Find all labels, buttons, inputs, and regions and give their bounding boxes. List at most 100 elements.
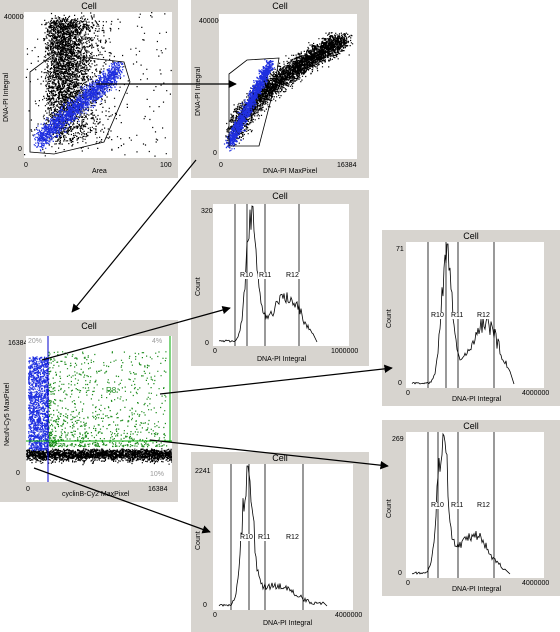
region-label-r12: R12	[285, 534, 300, 541]
y-axis-label: NeuN-Cy5 MaxPixel	[4, 382, 11, 446]
panel-title: Cell	[272, 453, 288, 463]
region-label-r10: R10	[239, 534, 254, 541]
histogram-trace	[411, 432, 511, 578]
histogram-plot[interactable]: R10 R11 R12	[213, 204, 349, 346]
arrow-p2-to-p3	[71, 159, 197, 313]
y-tick-bottom: 0	[16, 470, 20, 477]
scatter-plot-maxpixel[interactable]	[219, 14, 357, 159]
panel-title: Cell	[81, 321, 97, 331]
y-tick-bottom: 0	[213, 150, 217, 157]
y-axis-label: Count	[195, 531, 202, 550]
region-label-r12: R12	[476, 502, 491, 509]
scatter-dots	[26, 336, 172, 482]
percent-top-right: 4%	[152, 338, 163, 345]
histogram-panel-2[interactable]: Cell Count 71 0 R10 R11 R12 0 DNA-PI Int…	[382, 230, 560, 406]
black-events	[225, 32, 354, 149]
y-axis-label: Count	[386, 309, 393, 328]
x-tick-right: 1000000	[331, 348, 359, 355]
green-events	[48, 351, 168, 448]
y-tick-bottom: 0	[398, 570, 402, 577]
x-tick-left: 0	[26, 486, 30, 493]
x-tick-left: 0	[219, 162, 223, 169]
x-axis-label: DNA-PI Integral	[452, 396, 502, 403]
scatter-dots	[223, 32, 354, 152]
x-tick-left: 0	[213, 348, 217, 355]
scatter-panel-maxpixel[interactable]: Cell DNA-PI Integral 4000000 0 0 DNA-PI …	[191, 0, 369, 178]
scatter-panel-area[interactable]: Cell DNA-PI Integral 4000000 0 0 Area 10…	[0, 0, 178, 178]
y-tick-top: 4000000	[4, 14, 32, 21]
region-label-r11: R11	[257, 534, 272, 541]
y-tick-top: 269	[392, 436, 404, 443]
x-tick-right: 100	[160, 162, 172, 169]
panel-title: Cell	[272, 191, 288, 201]
region-label-r10: R10	[239, 272, 254, 279]
scatter-dots	[24, 12, 172, 158]
panel-title: Cell	[272, 1, 288, 11]
histogram-trace	[411, 242, 515, 388]
histogram-line	[411, 243, 515, 385]
y-tick-top: 71	[396, 246, 404, 253]
histogram-plot[interactable]: R10 R11 R12	[406, 432, 544, 578]
histogram-panel-3[interactable]: Cell Count 269 0 R10 R11 R12 0 DNA-PI In…	[382, 420, 560, 596]
scatter-panel-neun-cyclinb[interactable]: Cell NeuN-Cy5 MaxPixel 16384 0 20% 4% 10…	[0, 320, 178, 502]
histogram-trace	[218, 464, 328, 610]
x-axis-label: Area	[92, 168, 107, 175]
x-axis-label: DNA-PI Integral	[257, 356, 307, 363]
panel-title: Cell	[463, 421, 479, 431]
y-axis-label: Count	[386, 499, 393, 518]
x-tick-left: 0	[213, 612, 217, 619]
region-label-r11: R11	[258, 272, 273, 279]
y-tick-bottom: 0	[205, 340, 209, 347]
panel-title: Cell	[81, 1, 97, 11]
x-axis-label: DNA-PI Integral	[263, 620, 313, 627]
scatter-plot-area[interactable]	[24, 12, 172, 158]
y-tick-top: 16384	[8, 340, 28, 347]
panel-title: Cell	[463, 231, 479, 241]
y-tick-bottom: 0	[398, 380, 402, 387]
region-label-r10: R10	[430, 502, 445, 509]
histogram-line	[411, 432, 511, 575]
black-events	[26, 448, 172, 466]
histogram-line	[218, 465, 328, 607]
x-tick-right: 4000000	[522, 390, 550, 397]
x-tick-left: 0	[406, 580, 410, 587]
x-axis-label: cyclinB-Cy2 MaxPixel	[62, 491, 130, 498]
histogram-plot[interactable]: R10 R11 R12	[406, 242, 544, 388]
y-axis-label: DNA-PI Integral	[3, 72, 10, 122]
region-label-r11: R11	[450, 312, 465, 319]
histogram-panel-4[interactable]: Cell Count 2241 0 R10 R11 R12 0 DNA-PI I…	[191, 452, 369, 632]
arrow-p3-to-h2	[159, 364, 393, 395]
histogram-line	[218, 205, 318, 343]
x-axis-label: DNA-PI MaxPixel	[263, 168, 318, 175]
y-tick-top: 2241	[195, 468, 211, 475]
x-tick-right: 4000000	[522, 580, 550, 587]
region-label-r10: R10	[430, 312, 445, 319]
region-label-blue: R9	[34, 386, 45, 395]
histogram-panel-1[interactable]: Cell Count 320 0 R10 R11 R12 0 DNA-PI In…	[191, 190, 369, 366]
x-tick-right: 4000000	[335, 612, 363, 619]
x-tick-right: 16384	[148, 486, 168, 493]
gate-outline[interactable]	[29, 53, 131, 155]
scatter-plot-neun[interactable]: 20% 4% 10% R9 R8	[26, 336, 172, 482]
blue-events	[28, 356, 50, 451]
region-label-green: R8	[106, 386, 117, 395]
percent-top-left: 20%	[28, 338, 43, 345]
histogram-plot[interactable]: R10 R11 R12	[213, 464, 353, 610]
region-label-r11: R11	[450, 502, 465, 509]
x-tick-left: 0	[24, 162, 28, 169]
y-axis-label: Count	[195, 277, 202, 296]
histogram-trace	[218, 204, 318, 346]
region-label-r12: R12	[476, 312, 491, 319]
y-tick-top: 4000000	[199, 18, 227, 25]
y-tick-top: 320	[201, 208, 213, 215]
gate-outline[interactable]	[228, 57, 280, 147]
y-axis-label: DNA-PI Integral	[195, 66, 202, 116]
blue-events	[223, 59, 275, 152]
y-tick-bottom: 0	[18, 146, 22, 153]
region-label-r12: R12	[285, 272, 300, 279]
y-tick-bottom: 0	[203, 602, 207, 609]
x-axis-label: DNA-PI Integral	[452, 586, 502, 593]
x-tick-left: 0	[406, 390, 410, 397]
x-tick-right: 16384	[337, 162, 357, 169]
black-events	[24, 12, 172, 158]
